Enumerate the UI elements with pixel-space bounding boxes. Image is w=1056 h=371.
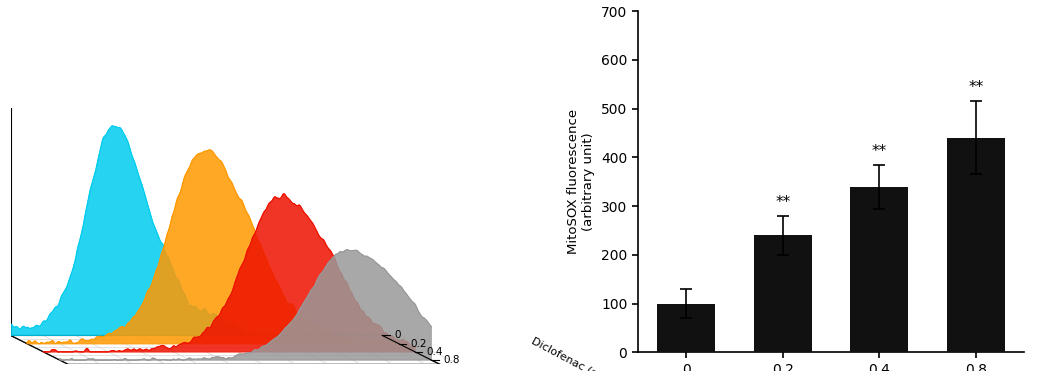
Y-axis label: MitoSOX fluorescence
(arbitrary unit): MitoSOX fluorescence (arbitrary unit) (567, 109, 596, 255)
Bar (850, 187, 908, 352)
Polygon shape (59, 250, 432, 360)
Text: 0.8: 0.8 (444, 355, 459, 365)
Bar (947, 138, 1005, 352)
Text: 0.4: 0.4 (427, 347, 444, 357)
Polygon shape (27, 150, 399, 344)
Polygon shape (11, 335, 440, 364)
Bar (754, 236, 812, 352)
Polygon shape (43, 194, 415, 352)
Text: **: ** (872, 144, 887, 159)
Text: Diclofenac (mM): Diclofenac (mM) (530, 336, 616, 371)
Text: 0.2: 0.2 (411, 339, 427, 349)
Text: **: ** (968, 81, 983, 95)
Text: **: ** (775, 195, 790, 210)
Text: 0: 0 (394, 331, 400, 341)
Bar (657, 304, 715, 352)
Polygon shape (11, 126, 382, 335)
